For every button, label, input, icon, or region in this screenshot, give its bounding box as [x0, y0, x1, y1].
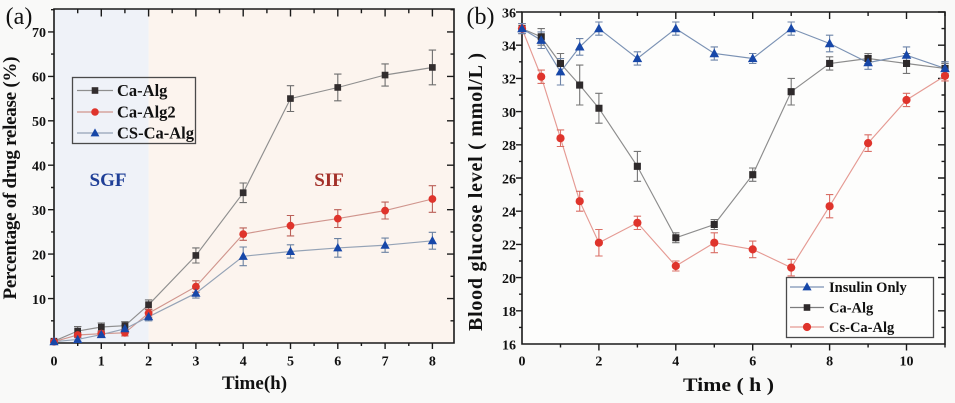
svg-text:Ca-Alg: Ca-Alg [829, 301, 874, 317]
svg-text:(b): (b) [467, 4, 495, 30]
svg-text:SIF: SIF [314, 170, 344, 191]
svg-text:Ca-Alg2: Ca-Alg2 [117, 103, 176, 122]
svg-text:6: 6 [334, 354, 341, 369]
svg-text:24: 24 [502, 206, 516, 221]
svg-text:10: 10 [32, 293, 46, 308]
svg-text:30: 30 [32, 204, 46, 219]
svg-text:Ca-Alg: Ca-Alg [117, 81, 168, 100]
svg-text:Blood glucose level ( mmol/L ): Blood glucose level ( mmol/L ) [465, 53, 487, 331]
svg-text:36: 36 [502, 6, 516, 21]
svg-text:20: 20 [502, 272, 516, 287]
svg-text:8: 8 [429, 354, 436, 369]
svg-text:Insulin Only: Insulin Only [829, 280, 908, 296]
svg-text:0: 0 [519, 354, 526, 369]
svg-text:18: 18 [502, 305, 516, 320]
svg-text:Time(h): Time(h) [222, 373, 287, 394]
svg-text:Percentage of drug release (%): Percentage of drug release (%) [0, 57, 21, 300]
svg-text:2: 2 [595, 354, 602, 369]
svg-text:SGF: SGF [90, 170, 127, 191]
svg-text:70: 70 [32, 26, 46, 41]
svg-text:2: 2 [145, 354, 152, 369]
svg-text:28: 28 [502, 139, 516, 154]
svg-text:10: 10 [900, 354, 914, 369]
svg-text:50: 50 [32, 115, 46, 130]
svg-text:32: 32 [502, 73, 516, 88]
svg-text:3: 3 [192, 354, 199, 369]
svg-text:60: 60 [32, 71, 46, 86]
svg-text:40: 40 [32, 160, 46, 175]
svg-text:0: 0 [51, 354, 58, 369]
svg-text:16: 16 [502, 338, 516, 353]
svg-text:Time ( h ): Time ( h ) [683, 375, 774, 396]
svg-text:7: 7 [382, 354, 389, 369]
svg-text:(a): (a) [6, 4, 33, 30]
svg-text:34: 34 [502, 40, 516, 55]
svg-text:22: 22 [502, 239, 516, 254]
svg-text:1: 1 [98, 354, 105, 369]
svg-text:8: 8 [826, 354, 833, 369]
svg-text:CS-Ca-Alg: CS-Ca-Alg [117, 124, 195, 143]
svg-text:26: 26 [502, 172, 516, 187]
svg-text:30: 30 [502, 106, 516, 121]
svg-text:6: 6 [749, 354, 756, 369]
svg-text:20: 20 [32, 248, 46, 263]
svg-text:4: 4 [672, 354, 679, 369]
svg-text:5: 5 [287, 354, 294, 369]
svg-text:Cs-Ca-Alg: Cs-Ca-Alg [829, 320, 895, 336]
svg-text:4: 4 [240, 354, 247, 369]
